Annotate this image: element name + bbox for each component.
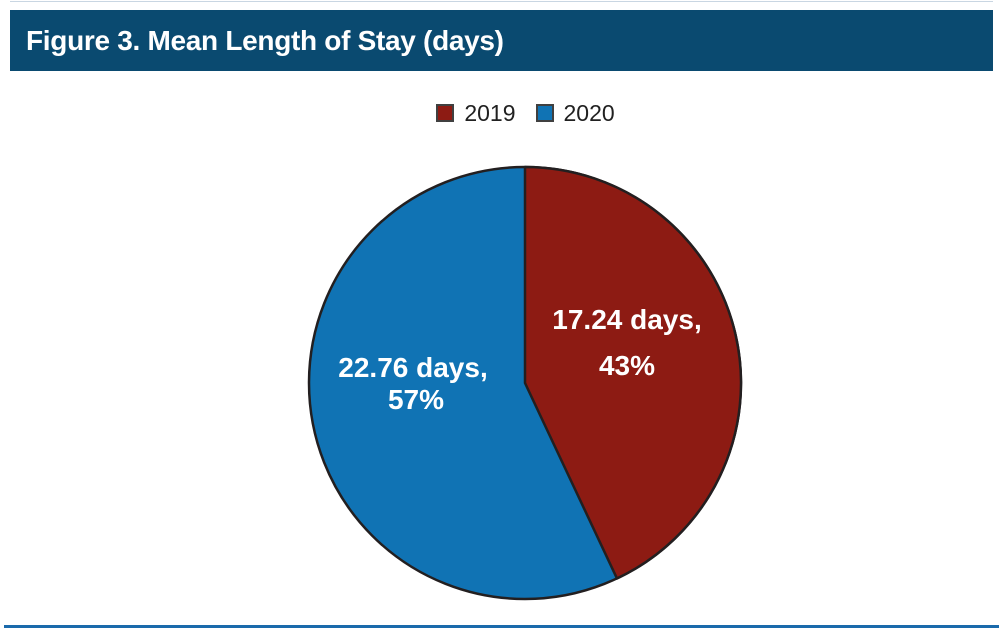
- legend-label-2019: 2019: [464, 99, 516, 126]
- legend-item-2020: 2020: [535, 99, 615, 126]
- chart-legend: 2019 2020: [0, 98, 1003, 128]
- pie-label-2019-days: 17.24 days,: [552, 304, 702, 335]
- pie-chart: [307, 165, 743, 601]
- top-hairline: [10, 1, 993, 2]
- pie-label-2020-days: 22.76 days,: [338, 352, 488, 383]
- pie-slice-2019: [523, 165, 743, 580]
- legend-swatch-2019: [436, 104, 455, 122]
- pie-label-2019-percent: 43%: [598, 350, 656, 381]
- legend-label-2020: 2020: [563, 99, 615, 126]
- pie-label-2020-percent: 57%: [387, 384, 445, 415]
- legend-item-2019: 2019: [436, 99, 516, 126]
- legend-swatch-2020: [535, 104, 554, 122]
- figure-title: Figure 3. Mean Length of Stay (days): [26, 24, 504, 56]
- bottom-rule: [4, 625, 999, 628]
- figure-title-bar: Figure 3. Mean Length of Stay (days): [10, 10, 993, 71]
